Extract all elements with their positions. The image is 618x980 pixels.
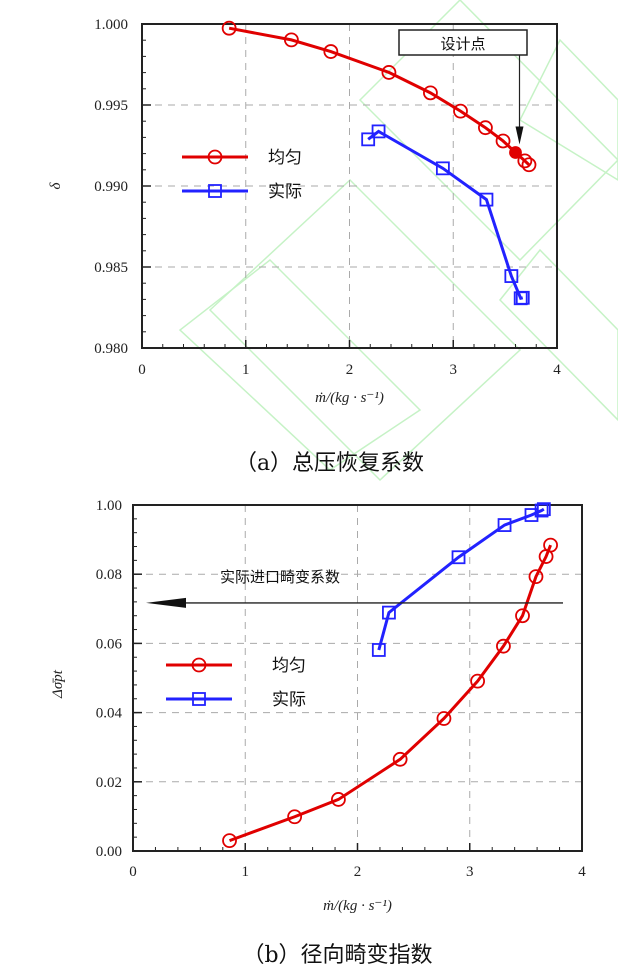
data-point-circle (222, 833, 237, 849)
data-point-circle (515, 608, 530, 624)
data-point-circle (470, 673, 486, 689)
legend-marker-square (192, 692, 206, 706)
x-tick-label: 2 (346, 362, 354, 378)
data-point-circle (521, 157, 537, 173)
x-axis-label: ṁ/(kg · s⁻¹) (323, 898, 392, 914)
series-line-actual (367, 129, 524, 301)
data-point-square (534, 503, 549, 518)
figure-caption: （a）总压恢复系数 (235, 451, 424, 476)
legend-marker-square (208, 184, 222, 198)
y-tick-label: 0.995 (94, 98, 128, 114)
data-point-circle (423, 85, 438, 101)
y-tick-label: 0.990 (94, 179, 128, 195)
figure-caption: （b）径向畸变指数 (242, 943, 432, 968)
y-tick-label: 0.00 (96, 844, 122, 860)
data-point-circle (543, 537, 558, 553)
y-tick-label: 1.00 (96, 498, 122, 514)
annotation-arrowhead (146, 597, 186, 608)
x-axis-label: ṁ/(kg · s⁻¹) (315, 390, 384, 406)
series-line-uniform (229, 544, 552, 843)
x-tick-label: 3 (450, 362, 458, 378)
x-tick-label: 3 (466, 864, 474, 880)
y-tick-label: 0.02 (96, 775, 122, 791)
data-point-square (497, 518, 512, 532)
data-point-square (382, 605, 396, 620)
data-point-circle (283, 32, 299, 48)
data-point-circle (436, 711, 452, 726)
data-point-circle (478, 120, 493, 136)
x-tick-label: 1 (242, 864, 250, 880)
data-point-circle (453, 103, 468, 119)
y-axis-label: δ (48, 181, 64, 189)
legend-marker-circle (207, 149, 223, 165)
annotation-box (398, 29, 528, 56)
plot-frame (141, 23, 558, 349)
watermark (178, 0, 618, 482)
data-point-circle (381, 65, 397, 80)
legend-label: 实际 (272, 690, 306, 710)
annotation-arrowhead (515, 126, 524, 145)
annotation-label: 实际进口畸变系数 (220, 568, 340, 586)
y-tick-label: 0.04 (96, 706, 123, 722)
data-point-square (371, 643, 386, 657)
legend-label: 均匀 (272, 656, 306, 676)
data-point-circle (323, 44, 339, 59)
data-point-circle (517, 153, 533, 169)
legend-marker-circle (191, 657, 207, 673)
data-point-circle (221, 20, 237, 36)
data-point-circle (392, 751, 408, 767)
x-tick-label: 0 (129, 864, 137, 880)
data-point-square (515, 290, 530, 305)
data-point-square (361, 132, 376, 147)
x-tick-label: 1 (242, 362, 250, 378)
y-tick-label: 0.985 (94, 260, 128, 276)
data-point-square (504, 269, 519, 283)
x-tick-label: 0 (138, 362, 146, 378)
data-point-circle (495, 133, 511, 149)
legend-label: 均匀 (268, 148, 302, 168)
data-point-square (536, 502, 551, 517)
plot-frame (132, 504, 583, 852)
data-point-square (451, 550, 466, 565)
x-tick-label: 4 (553, 362, 561, 378)
series-line-actual (377, 507, 545, 651)
data-point-circle (287, 809, 303, 825)
legend-label: 实际 (268, 182, 302, 202)
y-axis-label: Δσ̄pt (50, 669, 66, 699)
data-point-circle (496, 638, 511, 654)
data-point-square (435, 161, 450, 176)
data-point-square (479, 192, 494, 207)
data-point-circle (528, 569, 544, 585)
y-tick-label: 0.980 (94, 341, 128, 357)
x-tick-label: 4 (578, 864, 586, 880)
data-point-square (371, 124, 386, 139)
y-tick-label: 0.08 (96, 567, 122, 583)
x-tick-label: 2 (354, 864, 362, 880)
y-tick-label: 1.000 (94, 17, 128, 33)
y-tick-label: 0.06 (96, 636, 123, 652)
annotation-label: 设计点 (440, 35, 485, 53)
data-point-circle (331, 792, 346, 807)
design-point-marker (509, 146, 522, 159)
